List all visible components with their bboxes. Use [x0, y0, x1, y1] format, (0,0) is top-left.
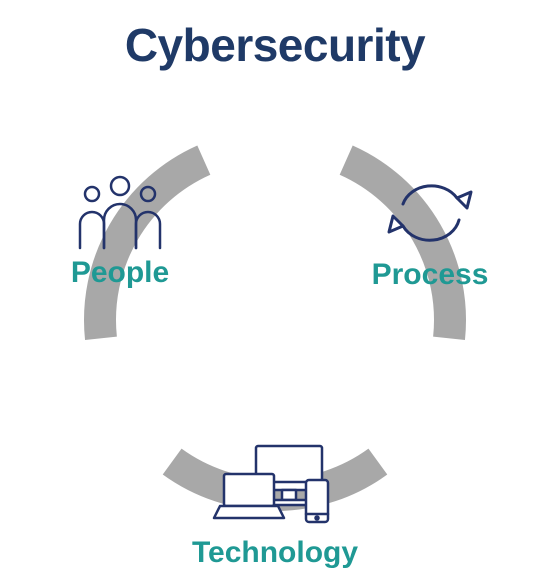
node-process-label: Process — [372, 258, 489, 292]
node-people: People — [40, 170, 200, 290]
people-icon — [70, 170, 170, 250]
node-technology: Technology — [175, 440, 375, 570]
node-people-label: People — [71, 256, 169, 290]
node-technology-label: Technology — [192, 536, 358, 570]
process-icon — [385, 170, 475, 252]
node-process: Process — [350, 170, 510, 292]
technology-icon — [210, 440, 340, 530]
